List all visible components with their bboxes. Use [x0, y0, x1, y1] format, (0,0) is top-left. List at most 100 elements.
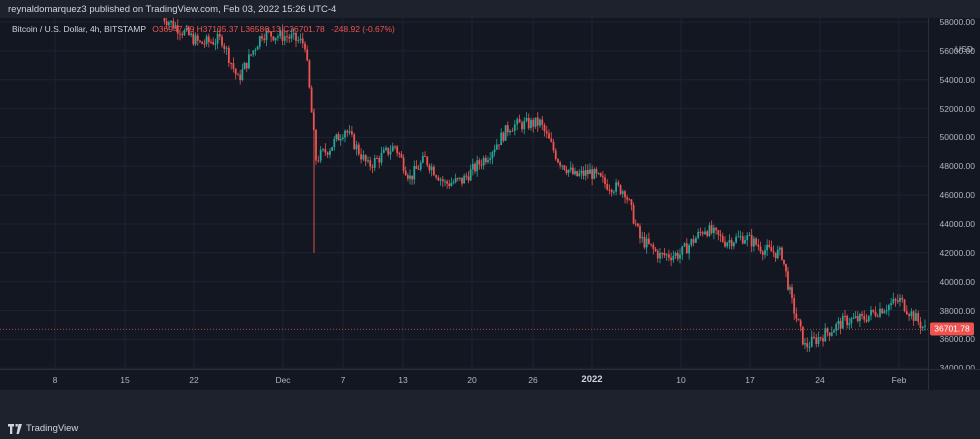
- candle-body: [267, 30, 270, 32]
- candle-body: [406, 175, 409, 179]
- candle-body: [203, 43, 206, 45]
- candle-body: [672, 255, 675, 261]
- candle-body: [768, 244, 771, 248]
- candle-body: [243, 62, 246, 70]
- candle-body: [272, 36, 275, 41]
- candle-body: [924, 325, 926, 327]
- candle-body: [216, 34, 219, 44]
- candle-body: [367, 160, 369, 162]
- candle-body: [387, 147, 390, 155]
- price-tick-label: 58000.00: [939, 17, 975, 27]
- legend-change: -248.92 (-0.67%): [331, 24, 395, 34]
- candle-body: [715, 227, 718, 231]
- candle-body: [569, 167, 572, 170]
- candle-body: [785, 263, 787, 272]
- legend-ohlc: O36947.79 H37135.37 L36586.13 C36701.78: [152, 24, 325, 34]
- candle-body: [218, 34, 221, 37]
- candle-body: [516, 119, 519, 125]
- candle-body: [187, 27, 190, 36]
- candle-body: [471, 163, 474, 170]
- candle-body: [207, 36, 210, 42]
- candle-body: [636, 223, 639, 227]
- candle-body: [205, 36, 208, 44]
- candle-body: [487, 160, 489, 163]
- candle-body: [732, 242, 735, 247]
- candle-body: [530, 119, 532, 129]
- candle-body: [813, 336, 815, 338]
- candle-body: [890, 303, 893, 306]
- candle-body: [362, 154, 365, 160]
- candle-body: [190, 33, 193, 36]
- candle-body: [822, 338, 824, 342]
- candle-body: [639, 226, 641, 239]
- candle-body: [382, 149, 385, 153]
- candle-body: [237, 74, 239, 76]
- candle-body: [706, 231, 709, 236]
- candle-body: [634, 223, 637, 225]
- candle-body: [806, 343, 809, 348]
- candle-body: [552, 141, 555, 151]
- candle-body: [608, 189, 611, 191]
- candle-body: [230, 63, 233, 65]
- candle-body: [770, 247, 773, 252]
- candle-body: [695, 237, 697, 243]
- candle-body: [341, 137, 344, 139]
- price-tick-label: 42000.00: [939, 247, 975, 258]
- candle-body: [344, 130, 346, 138]
- candle-body: [746, 235, 749, 241]
- candle-body: [567, 169, 570, 173]
- candle-body: [500, 132, 503, 146]
- candle-body: [185, 27, 188, 31]
- candle-body: [402, 157, 405, 171]
- chart-pane[interactable]: [0, 18, 928, 369]
- candle-body: [400, 154, 403, 158]
- candle-body: [521, 122, 523, 130]
- price-chart[interactable]: [0, 18, 928, 369]
- price-axis[interactable]: 58000.00 56000.00 54000.00 52000.00 50000.00…: [928, 17, 980, 373]
- candle-body: [495, 144, 498, 150]
- candle-body: [541, 119, 544, 125]
- candle-body: [396, 146, 399, 154]
- candle-body: [339, 138, 342, 141]
- candle-body: [817, 337, 820, 344]
- candle-body: [174, 25, 177, 28]
- candle-body: [632, 205, 635, 224]
- tradingview-logo[interactable]: TradingView: [8, 423, 78, 434]
- price-tick-label: 48000.00: [939, 161, 975, 172]
- candle-body: [665, 254, 668, 256]
- candle-body: [290, 34, 293, 39]
- candle-body: [799, 320, 802, 327]
- candle-body: [353, 134, 356, 150]
- candle-body: [254, 49, 257, 51]
- candle-body: [444, 181, 446, 183]
- candle-body: [619, 184, 622, 195]
- candle-body: [288, 36, 291, 39]
- candle-body: [221, 36, 223, 46]
- price-tick-label: 52000.00: [939, 103, 975, 114]
- time-axis[interactable]: 8 15 22 Dec 7 13 20 26 2022 10 17 24 Feb: [0, 369, 928, 390]
- candle-body: [261, 36, 263, 39]
- candle-body: [647, 238, 650, 244]
- candle-body: [315, 129, 317, 161]
- candle-body: [661, 252, 664, 254]
- candle-body: [917, 313, 920, 322]
- candle-body: [578, 173, 581, 176]
- candle-body: [621, 191, 624, 195]
- candle-body: [170, 20, 173, 23]
- price-tick-label: 56000.00: [939, 45, 975, 56]
- candle-body: [248, 54, 250, 69]
- candle-body: [265, 30, 268, 41]
- candle-body: [899, 297, 901, 302]
- time-tick-label: 8: [52, 375, 58, 385]
- candle-body: [761, 251, 764, 255]
- time-tick-label: 15: [120, 375, 130, 385]
- candle-body: [452, 182, 455, 184]
- candle-body: [301, 38, 304, 44]
- candle-body: [801, 326, 804, 345]
- candle-body: [837, 320, 840, 325]
- candle-body: [476, 160, 479, 172]
- price-tick-label: 36000.00: [939, 334, 975, 345]
- price-tick-label: 44000.00: [939, 218, 975, 229]
- price-tick-label: 40000.00: [939, 276, 975, 287]
- candle-body: [872, 309, 875, 312]
